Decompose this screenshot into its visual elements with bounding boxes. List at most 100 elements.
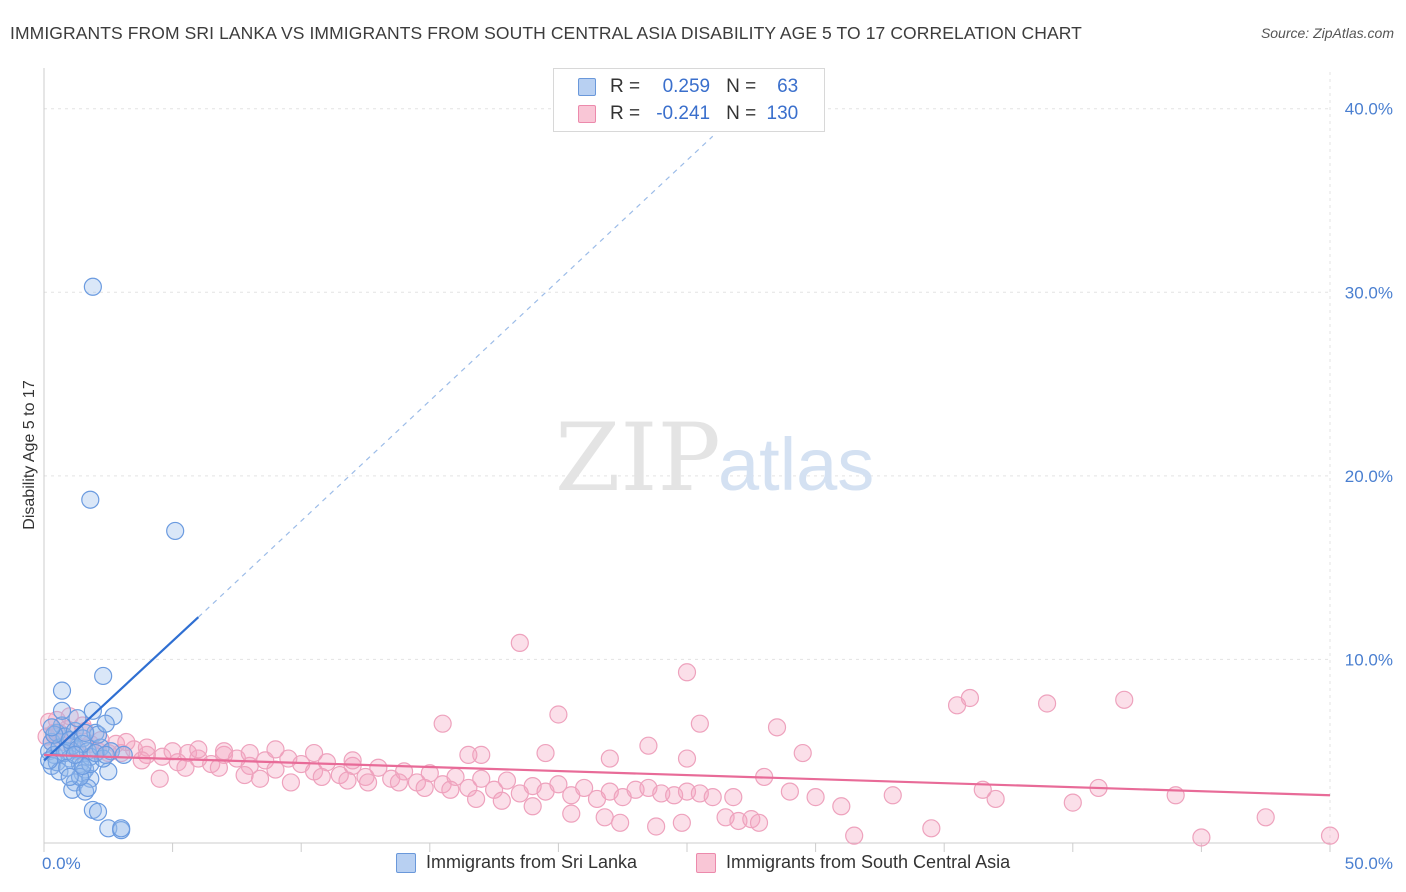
legend-swatch-pink — [696, 852, 716, 873]
data-point-south-central-asia — [389, 773, 409, 792]
data-point-south-central-asia — [304, 743, 324, 763]
data-point-south-central-asia — [415, 778, 434, 798]
data-point-south-central-asia — [536, 743, 555, 763]
data-point-south-central-asia — [595, 808, 614, 827]
legend-r-label: R = — [610, 76, 641, 97]
correlation-legend: R = 0.259 N = 63 R = -0.241 N = 130 — [553, 68, 825, 132]
series-south-central-asia-points — [37, 633, 1340, 847]
data-point-south-central-asia — [677, 749, 697, 768]
data-point-sri-lanka — [96, 745, 115, 764]
data-point-south-central-asia — [466, 789, 486, 809]
data-point-south-central-asia — [960, 688, 980, 708]
series-legend: Immigrants from Sri Lanka Immigrants fro… — [0, 852, 1406, 876]
y-tick-label: 20.0% — [1345, 467, 1393, 486]
data-point-south-central-asia — [1192, 828, 1211, 847]
data-point-south-central-asia — [883, 786, 902, 805]
legend-r-label: R = — [610, 103, 641, 124]
trend-lines — [43, 135, 1331, 797]
data-point-south-central-asia — [639, 736, 658, 755]
y-axis-label: Disability Age 5 to 17 — [21, 380, 38, 530]
data-point-south-central-asia — [433, 714, 452, 733]
data-point-sri-lanka — [52, 681, 72, 700]
data-point-south-central-asia — [240, 743, 259, 763]
data-point-south-central-asia — [492, 791, 511, 810]
data-point-sri-lanka — [114, 745, 133, 764]
data-point-south-central-asia — [832, 797, 851, 816]
data-point-south-central-asia — [510, 633, 529, 653]
y-tick-label: 30.0% — [1345, 283, 1393, 302]
data-point-south-central-asia — [806, 788, 825, 807]
y-tick-label: 10.0% — [1345, 650, 1393, 669]
legend-n-label: N = — [726, 103, 757, 124]
data-point-south-central-asia — [1115, 690, 1134, 709]
data-point-south-central-asia — [250, 769, 270, 788]
data-point-sri-lanka — [60, 767, 79, 787]
legend-swatch-pink — [578, 105, 596, 123]
legend-swatch-blue — [578, 78, 596, 96]
legend-n-value-1: 63 — [777, 76, 799, 97]
data-point-south-central-asia — [441, 780, 460, 799]
data-point-south-central-asia — [343, 751, 362, 770]
chart-title: IMMIGRANTS FROM SRI LANKA VS IMMIGRANTS … — [10, 23, 1082, 43]
data-point-sri-lanka — [52, 701, 72, 720]
data-point-south-central-asia — [523, 797, 542, 816]
data-point-south-central-asia — [176, 758, 195, 777]
legend-row-sri-lanka: R = 0.259 N = 63 — [578, 75, 798, 99]
data-point-south-central-asia — [780, 782, 799, 801]
data-point-sri-lanka — [81, 490, 100, 509]
data-point-south-central-asia — [281, 773, 301, 792]
data-point-south-central-asia — [189, 740, 208, 759]
data-point-south-central-asia — [549, 775, 568, 794]
legend-item-sri-lanka: Immigrants from Sri Lanka — [396, 852, 637, 873]
grid-lines — [44, 72, 1331, 843]
data-point-south-central-asia — [575, 778, 594, 798]
data-point-sri-lanka — [166, 521, 185, 541]
legend-item-south-central-asia: Immigrants from South Central Asia — [696, 852, 1010, 873]
data-point-sri-lanka — [96, 714, 115, 733]
data-point-south-central-asia — [672, 813, 691, 832]
data-point-south-central-asia — [1063, 793, 1082, 812]
data-point-south-central-asia — [150, 769, 169, 788]
data-point-sri-lanka — [42, 718, 61, 737]
source-label: Source: ZipAtlas.com — [1260, 25, 1394, 41]
data-point-south-central-asia — [749, 813, 769, 832]
watermark: ZIP atlas — [555, 404, 874, 513]
data-point-south-central-asia — [338, 771, 357, 790]
data-point-sri-lanka — [83, 701, 102, 720]
legend-r-value-1: 0.259 — [662, 76, 711, 97]
data-point-south-central-asia — [312, 767, 331, 787]
data-point-south-central-asia — [611, 813, 630, 832]
data-point-south-central-asia — [767, 718, 787, 737]
series-sri-lanka-points — [40, 277, 185, 840]
data-point-south-central-asia — [266, 740, 285, 759]
data-point-south-central-asia — [562, 804, 581, 823]
trend-line-sri-lanka — [43, 616, 200, 762]
data-point-south-central-asia — [600, 749, 619, 768]
y-tick-label: 40.0% — [1345, 100, 1393, 119]
data-point-south-central-asia — [845, 826, 864, 845]
axes — [43, 68, 1331, 852]
data-point-south-central-asia — [724, 788, 743, 807]
legend-label-south-central-asia: Immigrants from South Central Asia — [726, 852, 1011, 872]
data-point-south-central-asia — [647, 817, 666, 836]
data-point-south-central-asia — [472, 745, 491, 764]
data-point-south-central-asia — [132, 751, 151, 770]
data-point-south-central-asia — [677, 663, 697, 682]
data-point-south-central-asia — [358, 773, 378, 792]
data-point-south-central-asia — [235, 765, 254, 785]
data-point-sri-lanka — [88, 802, 108, 821]
data-point-south-central-asia — [986, 789, 1005, 809]
trend-line-south-central-asia — [43, 753, 1331, 797]
data-point-sri-lanka — [112, 819, 131, 838]
watermark-zip: ZIP — [555, 404, 721, 513]
data-point-south-central-asia — [1320, 826, 1340, 845]
data-point-sri-lanka — [104, 707, 123, 726]
data-point-south-central-asia — [209, 758, 228, 777]
legend-n-label: N = — [726, 76, 757, 97]
x-tick-label: 50.0% — [1345, 854, 1393, 873]
data-point-south-central-asia — [472, 769, 491, 788]
data-point-south-central-asia — [690, 714, 709, 733]
data-point-south-central-asia — [214, 742, 234, 761]
legend-swatch-blue — [396, 852, 416, 873]
